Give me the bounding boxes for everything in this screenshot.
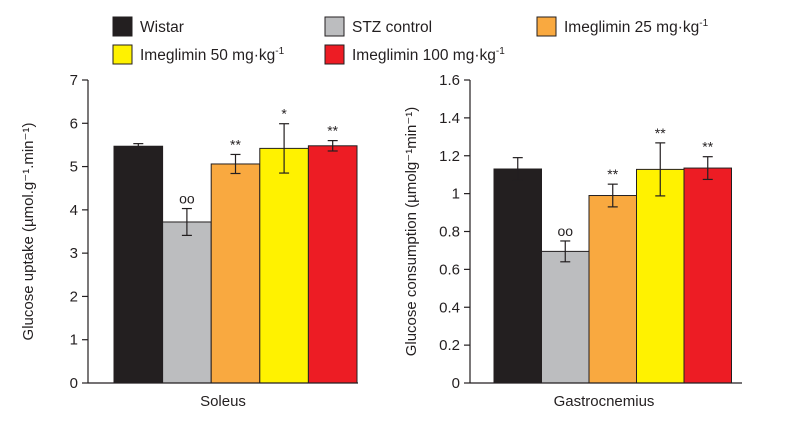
x-axis-label: Soleus: [200, 393, 246, 410]
bar: [636, 168, 685, 384]
y-tick-label: 6: [70, 115, 78, 132]
significance-label: *: [281, 106, 287, 122]
y-axis-label: Glucose consumption (µmolg⁻¹min⁻¹): [403, 107, 420, 357]
significance-label: oo: [557, 223, 573, 239]
legend-label: Imeglimin 50 mg·kg-1: [140, 46, 285, 64]
y-axis-label: Glucose uptake (µmol.g⁻¹.min⁻¹): [20, 123, 37, 341]
y-tick-label: 5: [70, 159, 78, 176]
bar: [210, 163, 261, 384]
legend-swatch: [112, 44, 133, 65]
bar: [162, 221, 212, 384]
y-tick-label: 3: [70, 245, 78, 262]
legend: Wistar STZ control Imeglimin 25 mg·kg-1 Ime…: [112, 16, 709, 65]
y-tick-label: 0.8: [439, 224, 460, 241]
significance-label: **: [702, 139, 713, 155]
y-tick-label: 1: [452, 186, 460, 203]
significance-label: **: [655, 125, 666, 141]
y-tick-label: 1.6: [439, 72, 460, 89]
gastrocnemius-chart: oo ** ** ** 0 0.2 0.4 0.6 0.8 1 1.2 1.4 1.6 Gastrocne…: [403, 72, 742, 410]
x-axis-label: Gastrocnemius: [554, 393, 655, 410]
bar: [683, 167, 732, 384]
bar: [307, 145, 358, 384]
significance-label: **: [230, 136, 241, 152]
y-tick-label: 4: [70, 202, 78, 219]
legend-swatch: [324, 44, 345, 65]
y-tick-label: 0.4: [439, 299, 460, 316]
y-tick-label: 0: [70, 375, 78, 392]
legend-swatch: [536, 16, 557, 37]
legend-label: Wistar: [140, 19, 184, 36]
y-tick-label: 0.6: [439, 261, 460, 278]
legend-label: Imeglimin 100 mg·kg-1: [352, 46, 505, 64]
y-tick-label: 2: [70, 288, 78, 305]
legend-swatch: [112, 16, 133, 37]
y-tick-label: 0.2: [439, 337, 460, 354]
legend-swatch: [324, 16, 345, 37]
y-tick-label: 1.4: [439, 110, 460, 127]
y-tick-label: 1.2: [439, 148, 460, 165]
legend-label: Imeglimin 25 mg·kg-1: [564, 18, 709, 36]
legend-label: STZ control: [352, 19, 432, 36]
significance-label: oo: [179, 191, 195, 207]
y-tick-label: 1: [70, 332, 78, 349]
bar: [493, 168, 542, 384]
bar: [259, 147, 309, 384]
y-tick-label: 7: [70, 72, 78, 89]
bar: [113, 145, 164, 384]
significance-label: **: [327, 123, 338, 139]
y-tick-label: 0: [452, 375, 460, 392]
significance-label: **: [607, 166, 618, 182]
bar: [541, 250, 590, 384]
bar: [588, 195, 637, 384]
